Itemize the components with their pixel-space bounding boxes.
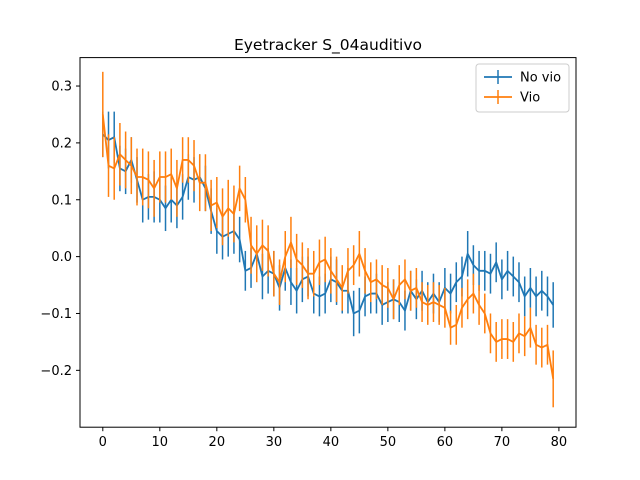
x-tick-label: 70 — [494, 435, 511, 450]
y-tick-label: −0.2 — [40, 364, 72, 379]
x-tick-label: 50 — [380, 435, 397, 450]
series-line — [101, 114, 555, 380]
legend-label: Vio — [520, 91, 540, 106]
x-tick-label: 30 — [266, 435, 283, 450]
x-tick-label: 60 — [437, 435, 454, 450]
series-1 — [102, 111, 554, 337]
x-tick-label: 10 — [152, 435, 169, 450]
axes-frame — [79, 57, 577, 428]
plot-area — [101, 71, 555, 408]
legend-label: No vio — [520, 71, 561, 86]
legend-box — [475, 63, 570, 113]
series-line — [102, 133, 554, 315]
y-tick-label: 0.2 — [51, 136, 72, 151]
y-tick-label: 0.3 — [51, 80, 72, 95]
y-tick-label: −0.1 — [40, 307, 72, 322]
y-axis: −0.2 −0.1 0.0 0.1 0.2 0.3 — [40, 80, 80, 379]
x-axis: 0 10 20 30 40 50 60 70 80 — [99, 427, 568, 450]
x-tick-label: 40 — [323, 435, 340, 450]
chart-title: Eyetracker S_04auditivo — [234, 36, 422, 55]
y-tick-label: 0.1 — [51, 193, 72, 208]
x-tick-label: 80 — [551, 435, 568, 450]
y-tick-label: 0.0 — [51, 250, 72, 265]
x-tick-label: 20 — [209, 435, 226, 450]
series-2 — [101, 71, 555, 408]
legend: No vio Vio — [475, 63, 570, 113]
x-tick-label: 0 — [99, 435, 107, 450]
